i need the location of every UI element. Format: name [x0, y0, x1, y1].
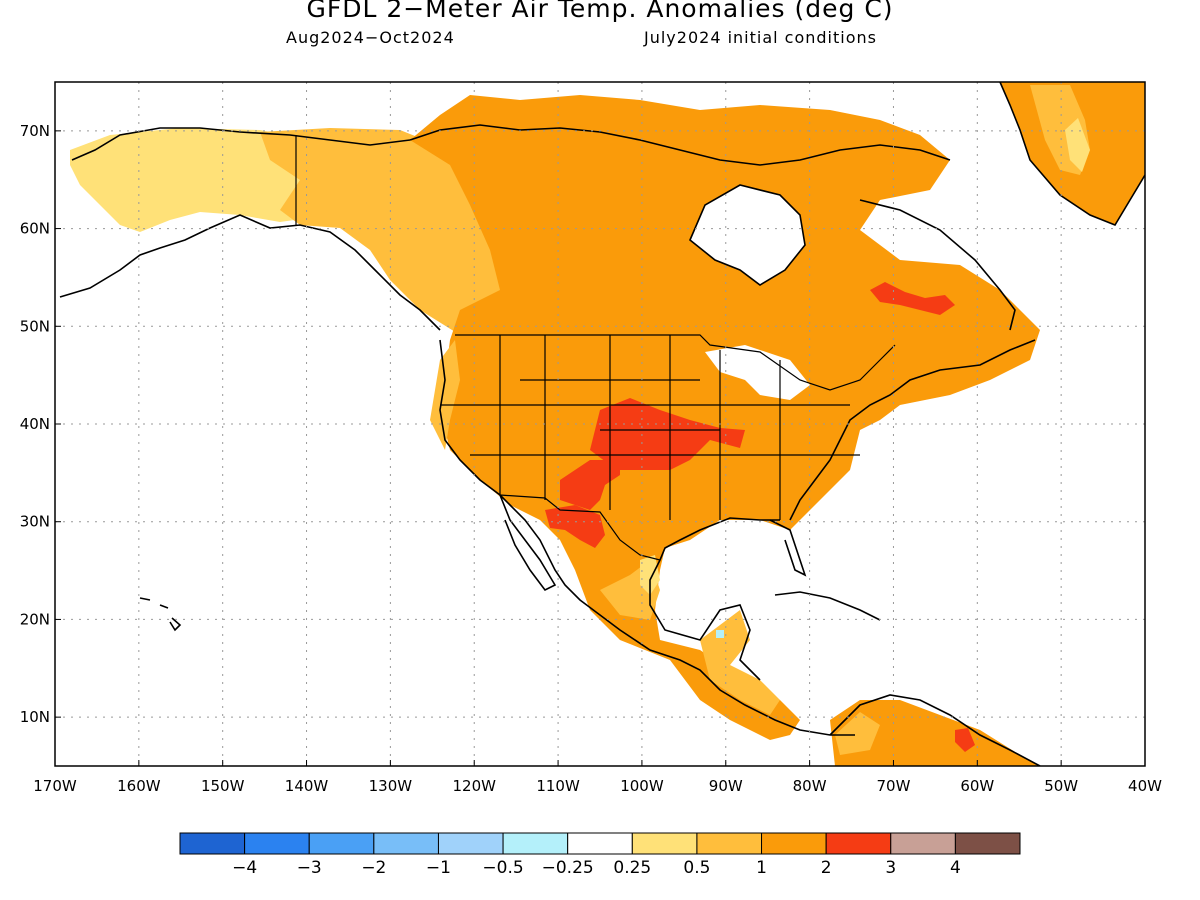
lon-tick-label: 150W	[201, 777, 245, 795]
colorbar-label: −0.5	[482, 858, 523, 878]
colorbar-swatch	[890, 832, 956, 855]
colorbar-label: 4	[950, 858, 961, 878]
lon-tick-label: 140W	[285, 777, 329, 795]
coastline-east-us	[789, 339, 1036, 521]
anomaly-region-north-america	[410, 95, 1040, 740]
coastlines	[59, 82, 1145, 766]
anomaly-region-yucatan	[640, 555, 660, 595]
anomaly-hotspot-southwest	[560, 460, 620, 510]
anomaly-region-colombia-light	[835, 712, 880, 755]
colorbar-swatch	[631, 832, 698, 855]
border-states-lon	[499, 335, 781, 520]
anomaly-fields	[59, 82, 1145, 766]
colorbar-label: 0.25	[613, 858, 651, 878]
lon-tick-label: 70W	[877, 777, 911, 795]
coastline-gulf	[649, 517, 780, 681]
coastline-south-america	[829, 694, 1041, 766]
coastline-alaska-north	[71, 127, 411, 161]
anomaly-region-yukon	[260, 128, 520, 335]
lon-tick-label: 100W	[620, 777, 664, 795]
colorbar-label: −0.25	[542, 858, 594, 878]
lon-tick-label: 160W	[117, 777, 161, 795]
political-borders	[295, 135, 896, 561]
coastline-hawaii	[139, 597, 182, 632]
colorbar-swatch	[179, 832, 246, 855]
coastline-hudson-bay	[689, 184, 806, 286]
colorbar-swatch	[567, 832, 633, 855]
initial-conditions: July2024 initial conditions	[644, 28, 877, 47]
coastline-baja	[499, 494, 557, 592]
coastline-labrador	[859, 199, 1016, 331]
coastline-arctic	[409, 124, 951, 166]
coastline-greenland	[999, 82, 1145, 226]
colorbar-label: −4	[232, 858, 257, 878]
hudson-bay	[690, 185, 805, 285]
lat-tick-label: 70N	[20, 122, 50, 140]
anomaly-hotspot-central-plains	[590, 398, 745, 470]
anomaly-hotspot-quebec	[870, 282, 955, 315]
lon-tick-label: 120W	[452, 777, 496, 795]
coastline-alaska	[59, 214, 441, 331]
lon-tick-label: 110W	[536, 777, 580, 795]
lon-tick-label: 80W	[793, 777, 827, 795]
anomaly-hotspot-texas-border	[545, 505, 605, 548]
colorbar-swatch	[954, 832, 1021, 855]
lon-tick-label: 40W	[1128, 777, 1162, 795]
anomaly-region-greenland-cap	[1065, 118, 1090, 172]
coastline-florida	[769, 519, 807, 577]
lat-tick-label: 10N	[20, 708, 50, 726]
colorbar-swatch	[308, 832, 375, 855]
colorbar-swatch	[825, 832, 892, 855]
colorbar-swatch	[761, 832, 827, 855]
colorbar-label: −2	[361, 858, 386, 878]
lat-tick-label: 30N	[20, 513, 50, 531]
colorbar-swatch	[502, 832, 569, 855]
map-title: GFDL 2−Meter Air Temp. Anomalies (deg C)	[306, 0, 894, 23]
coastline-cuba	[774, 591, 881, 621]
lon-tick-label: 170W	[33, 777, 77, 795]
lon-tick-label: 50W	[1044, 777, 1078, 795]
lat-tick-label: 20N	[20, 610, 50, 628]
lat-tick-label: 40N	[20, 415, 50, 433]
anomaly-region-south-america	[830, 700, 1040, 766]
colorbar-swatch	[437, 832, 504, 855]
colorbar-swatch	[373, 832, 439, 855]
border-states-lat	[440, 379, 860, 456]
border-us-canada	[455, 334, 896, 391]
colorbar-label: 1	[756, 858, 767, 878]
colorbar-label: 0.5	[683, 858, 710, 878]
lat-tick-label: 50N	[20, 317, 50, 335]
forecast-period: Aug2024−Oct2024	[286, 28, 455, 47]
colorbar-label: −1	[426, 858, 451, 878]
colorbar	[179, 832, 1021, 855]
colorbar-label: 3	[885, 858, 896, 878]
lon-tick-label: 130W	[369, 777, 413, 795]
lon-tick-label: 90W	[709, 777, 743, 795]
colorbar-labels: −4 −3 −2 −1 −0.5 −0.25 0.25 0.5 1 2 3 4	[232, 858, 961, 878]
longitude-axis: 170W 160W 150W 140W 130W 120W 110W 100W 90W 80W 70…	[33, 760, 1162, 795]
colorbar-swatch	[244, 832, 310, 855]
latitude-axis: 10N 20N 30N 40N 50N 60N 70N	[20, 122, 61, 726]
gridlines	[55, 82, 1145, 766]
lat-tick-label: 60N	[20, 220, 50, 238]
anomaly-region-us-west-coast	[430, 340, 460, 450]
colorbar-label: 2	[821, 858, 832, 878]
lon-tick-label: 60W	[960, 777, 994, 795]
colorbar-swatch	[696, 832, 763, 855]
great-lakes	[705, 345, 810, 400]
colorbar-label: −3	[297, 858, 322, 878]
coastline-west-us	[439, 339, 855, 736]
anomaly-coolspot-yucatan	[716, 630, 724, 638]
anomaly-hotspot-venezuela	[955, 728, 975, 752]
